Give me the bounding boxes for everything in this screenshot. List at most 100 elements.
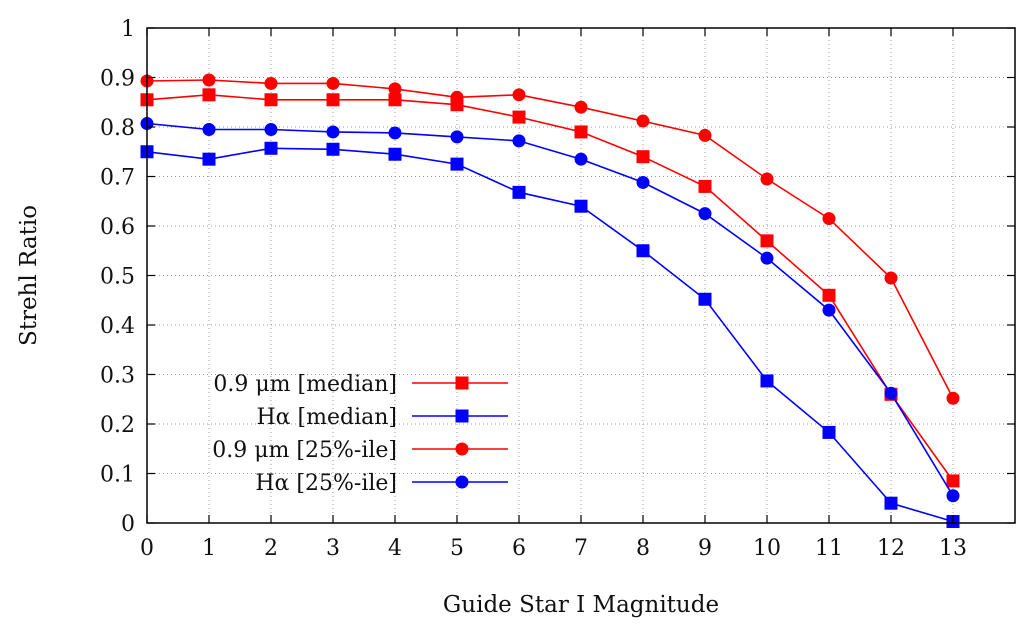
data-point (822, 212, 836, 226)
data-point (760, 251, 774, 265)
data-point (946, 489, 960, 503)
data-point (636, 175, 650, 189)
data-point (512, 110, 526, 124)
data-point (698, 292, 712, 306)
y-tick-label: 1 (121, 17, 135, 42)
x-tick-label: 7 (574, 536, 588, 561)
legend-label: 0.9 μm [25%-ile] (212, 438, 397, 463)
y-tick-label: 0.2 (100, 413, 135, 438)
data-point (264, 122, 278, 136)
data-point (450, 90, 464, 104)
x-tick-label: 13 (939, 536, 967, 561)
data-point (264, 93, 278, 107)
y-tick-label: 0.8 (100, 116, 135, 141)
x-tick-label: 0 (140, 536, 154, 561)
x-tick-label: 1 (202, 536, 216, 561)
data-point (450, 157, 464, 171)
legend-label: Hα [median] (257, 405, 398, 430)
data-point (202, 122, 216, 136)
series-4 (140, 117, 960, 503)
data-point (760, 172, 774, 186)
data-point (636, 244, 650, 258)
data-point (946, 474, 960, 488)
series-1 (140, 88, 960, 488)
data-point (202, 88, 216, 102)
y-axis-label: Strehl Ratio (16, 205, 42, 346)
legend-label: 0.9 μm [median] (213, 372, 397, 397)
data-point (884, 386, 898, 400)
data-point (326, 93, 340, 107)
legend-label: Hα [25%-ile] (255, 471, 397, 496)
data-point (636, 150, 650, 164)
data-point (202, 73, 216, 87)
legend-marker (455, 376, 469, 390)
legend-item: 0.9 μm [median] (213, 372, 508, 397)
data-point (822, 425, 836, 439)
legend-marker (455, 442, 469, 456)
legend-item: Hα [25%-ile] (255, 471, 508, 496)
data-point (574, 199, 588, 213)
data-point (946, 391, 960, 405)
data-point (326, 125, 340, 139)
x-tick-label: 4 (388, 536, 402, 561)
data-point (698, 128, 712, 142)
data-point (822, 288, 836, 302)
y-tick-label: 0.7 (100, 166, 135, 191)
data-point (698, 207, 712, 221)
data-point (822, 303, 836, 317)
series-2 (140, 141, 960, 529)
data-point (698, 179, 712, 193)
x-tick-label: 5 (450, 536, 464, 561)
x-tick-label: 6 (512, 536, 526, 561)
legend: 0.9 μm [median] Hα [median] 0.9 μm [25%-il… (212, 372, 508, 496)
y-tick-label: 0.3 (100, 364, 135, 389)
data-point (760, 234, 774, 248)
axis-ticks: 0 1 2 3 4 5 6 7 8 9 10 11 12 1300.10.20.30.40.50.60.7… (100, 17, 1015, 561)
x-tick-label: 12 (877, 536, 905, 561)
data-point (202, 152, 216, 166)
data-point (512, 134, 526, 148)
grid-lines (147, 28, 1015, 523)
data-point (574, 152, 588, 166)
data-point (884, 271, 898, 285)
x-tick-label: 3 (326, 536, 340, 561)
legend-marker (455, 409, 469, 423)
x-tick-label: 2 (264, 536, 278, 561)
series-line (146, 79, 954, 399)
data-point (326, 142, 340, 156)
x-tick-label: 11 (815, 536, 843, 561)
x-tick-label: 10 (753, 536, 781, 561)
data-point (326, 76, 340, 90)
legend-item: 0.9 μm [25%-ile] (212, 438, 508, 463)
data-point (884, 496, 898, 510)
series-line (146, 147, 954, 523)
data-point (512, 185, 526, 199)
data-point (574, 100, 588, 114)
series-line (146, 93, 954, 482)
x-tick-label: 8 (636, 536, 650, 561)
y-tick-label: 0.6 (100, 215, 135, 240)
data-point (450, 130, 464, 144)
data-point (388, 147, 402, 161)
series-line (146, 122, 954, 497)
y-tick-label: 0.5 (100, 265, 135, 290)
y-tick-label: 0.4 (100, 314, 135, 339)
data-point (574, 125, 588, 139)
x-axis-label: Guide Star I Magnitude (443, 592, 719, 618)
data-point (636, 114, 650, 128)
y-tick-label: 0.1 (100, 463, 135, 488)
x-tick-label: 9 (698, 536, 712, 561)
data-point (760, 374, 774, 388)
legend-marker (455, 475, 469, 489)
data-series (140, 73, 960, 529)
legend-item: Hα [median] (257, 405, 508, 430)
y-tick-label: 0 (121, 512, 135, 537)
data-point (264, 141, 278, 155)
data-point (388, 126, 402, 140)
data-point (264, 76, 278, 90)
data-point (388, 82, 402, 96)
y-tick-label: 0.9 (100, 67, 135, 92)
data-point (388, 93, 402, 107)
